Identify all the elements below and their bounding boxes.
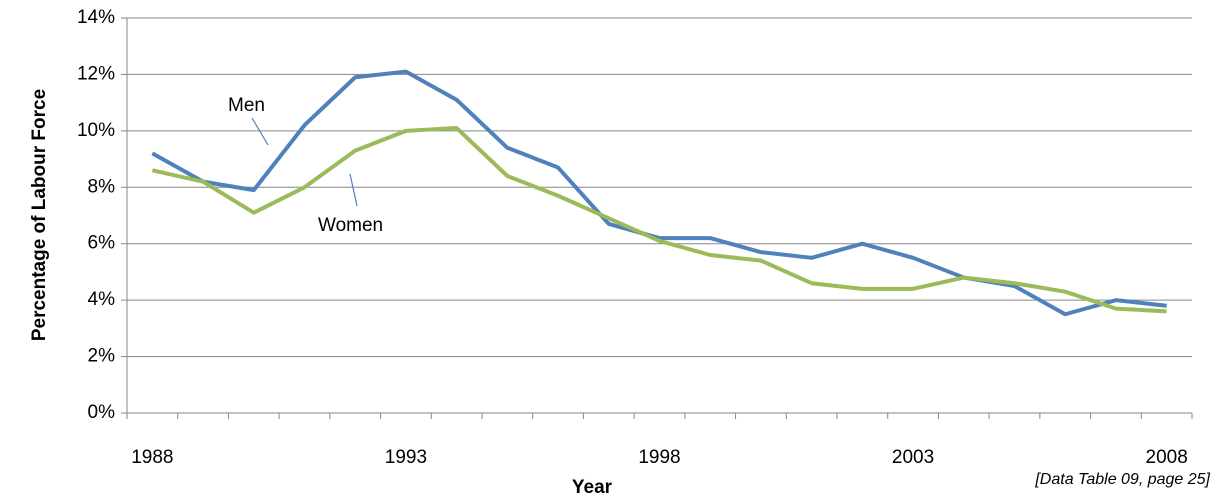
y-tick-label: 10%	[77, 120, 115, 141]
source-note: [Data Table 09, page 25]	[1034, 471, 1210, 488]
y-tick-label: 8%	[88, 176, 116, 197]
x-tick-label: 2003	[892, 447, 934, 468]
series-line	[151, 126, 1167, 314]
x-tick-label: 2008	[1146, 447, 1188, 468]
x-tick-label: 1988	[131, 447, 173, 468]
y-tick-label: 12%	[77, 63, 115, 84]
y-tick-label: 4%	[88, 289, 116, 310]
series-annotation: Men	[228, 95, 265, 116]
women-leader	[349, 173, 358, 207]
x-tick-label: 1998	[638, 447, 680, 468]
y-tick-label: 0%	[88, 402, 116, 423]
y-tick-label: 6%	[88, 233, 116, 254]
x-tick-label: 1993	[385, 447, 427, 468]
y-axis-label: Percentage of Labour Force	[29, 89, 50, 341]
y-tick-label: 2%	[88, 346, 116, 367]
series-annotation: Women	[318, 215, 383, 236]
series-line	[151, 69, 1167, 317]
men-leader	[251, 117, 269, 146]
x-axis-label: Year	[572, 477, 613, 498]
y-tick-label: 14%	[77, 7, 115, 28]
